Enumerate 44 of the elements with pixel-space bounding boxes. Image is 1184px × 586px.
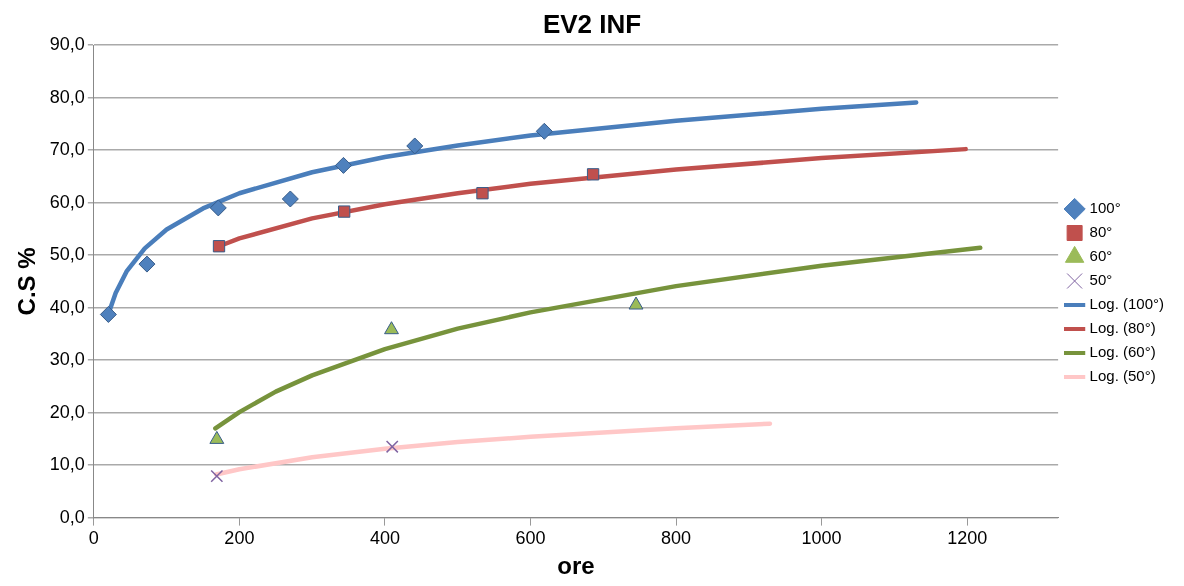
y-tick-label: 80,0 [49,86,85,107]
point [334,156,352,174]
point [406,137,424,155]
y-tick-label: 40,0 [49,296,85,317]
point [281,190,299,208]
x-tick-label: 1200 [947,528,988,549]
chart-title: EV2 INF [542,8,642,39]
point [385,440,399,454]
point [338,205,351,218]
legend-label: Log. (80°) [1089,319,1156,337]
point [99,305,117,323]
point [138,255,156,273]
point [476,187,489,200]
point [209,430,225,444]
point [535,122,553,140]
y-tick-label: 50,0 [49,244,85,265]
y-axis-title: C.S % [13,247,41,316]
y-tick-label: 20,0 [49,401,85,422]
point [209,199,227,217]
x-tick-label: 400 [369,528,400,549]
x-tick-label: 800 [661,528,692,549]
point [210,469,224,483]
point [628,296,644,310]
legend-label: Log. (60°) [1089,343,1156,361]
y-tick-label: 10,0 [49,454,85,475]
x-tick-label: 600 [515,528,546,549]
x-tick-label: 1000 [801,528,842,549]
legend-label: 60° [1089,247,1113,265]
y-tick-label: 70,0 [49,139,85,160]
point [384,321,399,335]
legend-label: 80° [1089,223,1113,241]
x-axis-title: ore [557,552,595,580]
point [586,168,600,181]
x-tick-label: 0 [88,528,99,549]
legend-label: Log. (50°) [1089,367,1156,385]
y-tick-label: 30,0 [49,349,85,370]
y-tick-label: 0,0 [59,506,85,527]
point [212,240,226,253]
y-tick-label: 60,0 [49,191,85,212]
y-tick-label: 90,0 [49,34,85,55]
x-tick-label: 200 [224,528,255,549]
legend-label: 50° [1089,271,1113,289]
legend-label: Log. (100°) [1089,295,1165,313]
legend-label: 100° [1089,199,1121,217]
